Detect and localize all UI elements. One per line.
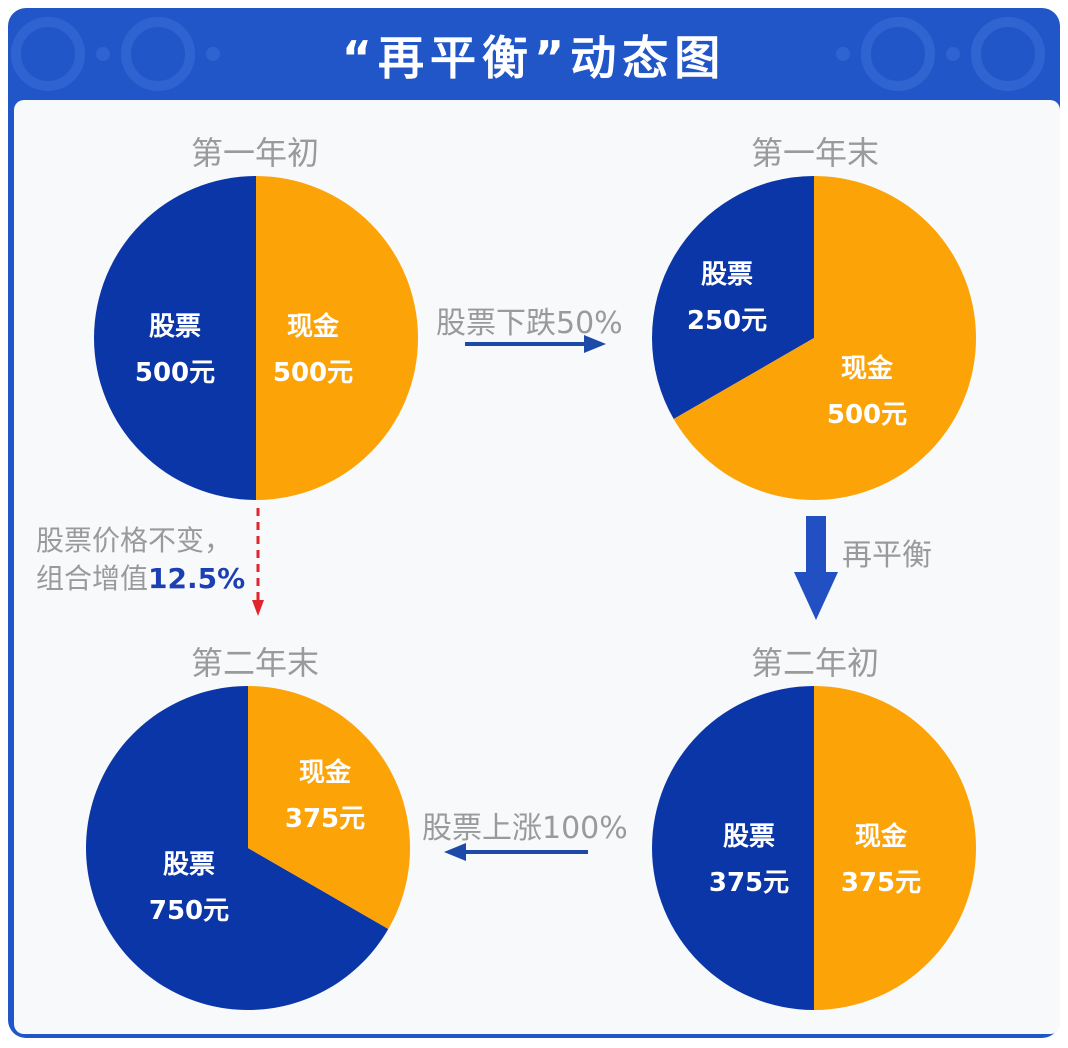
pie-y2-start-cash-text: 现金 375元: [826, 814, 936, 906]
banner-pattern: [11, 17, 1045, 91]
pie-slice-cash: [814, 686, 976, 1010]
pie-y1-start: [94, 176, 418, 500]
arrow-down-icon: [794, 516, 838, 620]
unchanged-note-prefix: 组合增值: [36, 562, 149, 595]
slice-name: 现金: [840, 354, 893, 384]
dashed-arrow-down-icon: [252, 508, 264, 616]
arrow-left-icon: [444, 843, 588, 861]
pie-y1-end: [651, 176, 976, 500]
pie-slice-stock: [94, 176, 256, 500]
slice-value: 500元: [826, 400, 908, 430]
panel-label-y2-start: 第二年初: [750, 644, 879, 682]
slice-name: 现金: [286, 312, 339, 342]
pie-y1-start-cash-text: 现金 500元: [258, 304, 368, 396]
pie-y2-end-stock-text: 股票 750元: [134, 842, 244, 934]
pie-y2-end: [86, 686, 410, 1010]
slice-name: 股票: [162, 850, 215, 880]
unchanged-note-value: 12.5%: [148, 562, 246, 595]
unchanged-note-line1: 股票价格不变，: [36, 524, 233, 557]
unchanged-note-line2: 组合增值12.5%: [36, 560, 245, 598]
panel-label-y1-end: 第一年末: [750, 134, 879, 172]
slice-name: 股票: [722, 822, 775, 852]
pie-slice-cash: [256, 176, 418, 500]
arrow-right-icon: [465, 335, 606, 353]
slice-name: 现金: [854, 822, 907, 852]
pie-slice-stock: [86, 686, 389, 1010]
slice-value: 250元: [686, 306, 768, 336]
page-title: “再平衡”动态图: [341, 31, 727, 85]
slice-value: 375元: [840, 868, 922, 898]
rebalance-label: 再平衡: [842, 538, 932, 573]
pie-slice-stock: [652, 686, 814, 1010]
panel-label-y1-start: 第一年初: [190, 134, 319, 172]
unchanged-note: 股票价格不变， 组合增值12.5%: [36, 522, 245, 598]
pie-y2-start-stock-text: 股票 375元: [694, 814, 804, 906]
pie-slice-cash: [248, 686, 410, 929]
slice-name: 股票: [148, 312, 201, 342]
pie-y1-end-cash-text: 现金 500元: [812, 346, 922, 438]
rise-label: 股票上涨100%: [422, 811, 628, 846]
drop-label: 股票下跌50%: [436, 306, 623, 341]
slice-value: 500元: [272, 358, 354, 388]
panel-label-y2-end: 第二年末: [190, 644, 319, 682]
pie-y1-end-stock-text: 股票 250元: [672, 252, 782, 344]
pie-slice-cash: [673, 176, 976, 500]
slice-value: 375元: [708, 868, 790, 898]
slice-value: 375元: [284, 804, 366, 834]
pie-y2-end-cash-text: 现金 375元: [270, 750, 380, 842]
slice-name: 股票: [700, 260, 753, 290]
header-banner: [8, 8, 1060, 100]
pie-slice-stock: [651, 176, 814, 419]
slice-value: 750元: [148, 896, 230, 926]
slice-value: 500元: [134, 358, 216, 388]
slice-name: 现金: [298, 758, 351, 788]
pie-y2-start: [652, 686, 976, 1010]
pie-y1-start-stock-text: 股票 500元: [120, 304, 230, 396]
